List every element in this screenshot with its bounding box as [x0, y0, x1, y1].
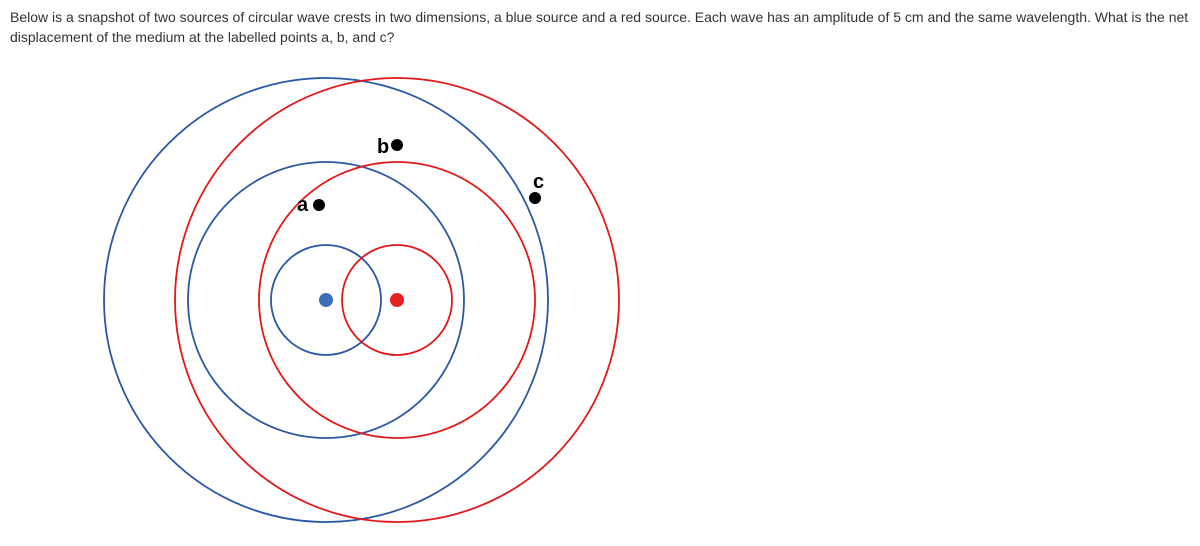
point-a-dot	[313, 199, 325, 211]
wave-diagram: a b c	[100, 75, 700, 535]
point-c-label: c	[533, 171, 544, 193]
question-text: Below is a snapshot of two sources of ci…	[0, 0, 1200, 51]
point-b-dot	[391, 139, 403, 151]
red-source-dot	[390, 293, 404, 307]
point-b-label: b	[377, 136, 389, 158]
point-c-dot	[529, 192, 541, 204]
point-a-label: a	[297, 194, 309, 216]
blue-source-dot	[319, 293, 333, 307]
